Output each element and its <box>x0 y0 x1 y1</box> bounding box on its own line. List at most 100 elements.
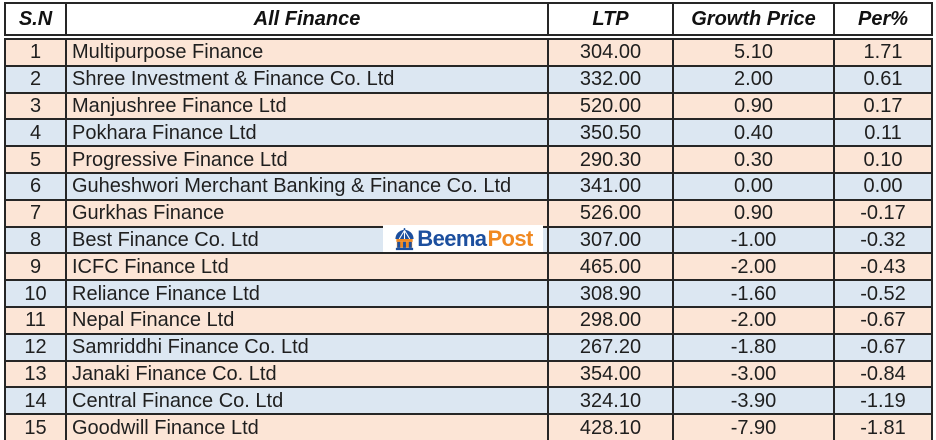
cell-serial-number: 12 <box>6 334 67 360</box>
cell-ltp: 307.00 <box>549 227 674 253</box>
cell-serial-number: 8 <box>6 227 67 253</box>
cell-percent: -0.67 <box>860 336 906 359</box>
cell-serial-number: 1 <box>6 40 67 65</box>
cell-serial-number: 11 <box>6 307 67 333</box>
table-row: 7 Gurkhas Finance 526.00 0.90 -0.17 <box>6 200 931 228</box>
table-row: 5 Progressive Finance Ltd 290.30 0.30 0.… <box>6 147 931 174</box>
cell-serial-number: 14 <box>6 388 67 414</box>
cell-ltp: 304.00 <box>549 40 674 65</box>
cell-growth-price: 0.30 <box>674 147 835 172</box>
cell-growth-price: 0.40 <box>674 120 835 146</box>
column-header-ltp: LTP <box>549 4 674 34</box>
table-row: 10 Reliance Finance Ltd 308.90 -1.60 -0.… <box>6 281 931 308</box>
table-row: 14 Central Finance Co. Ltd 324.10 -3.90 … <box>6 388 931 416</box>
cell-company-name: Best Finance Co. Ltd <box>67 227 549 253</box>
cell-percent: -0.32 <box>860 228 906 251</box>
cell-percent: -1.81 <box>860 417 906 440</box>
cell-company-name: Pokhara Finance Ltd <box>67 120 549 146</box>
cell-percent: 0.00 <box>863 175 903 198</box>
cell-percent: 0.17 <box>863 94 903 117</box>
cell-percent: -0.17 <box>860 202 906 225</box>
cell-company-name: Guheshwori Merchant Banking & Finance Co… <box>67 173 549 199</box>
cell-growth-price: -2.00 <box>674 307 835 333</box>
column-header-percent: Per% <box>857 8 909 30</box>
cell-serial-number: 5 <box>6 147 67 172</box>
cell-serial-number: 6 <box>6 173 67 199</box>
cell-company-name: Manjushree Finance Ltd <box>67 93 549 119</box>
cell-ltp: 290.30 <box>549 147 674 172</box>
table-row: 11 Nepal Finance Ltd 298.00 -2.00 -0.67 <box>6 307 931 335</box>
cell-growth-price: 0.90 <box>674 93 835 119</box>
column-header-sn: S.N <box>6 4 67 34</box>
cell-percent: 0.11 <box>864 121 902 144</box>
table-row: 3 Manjushree Finance Ltd 520.00 0.90 0.1… <box>6 93 931 121</box>
watermark-text-beema: Beema <box>417 225 487 251</box>
cell-growth-price: 0.90 <box>674 200 835 226</box>
cell-ltp: 465.00 <box>549 254 674 280</box>
cell-serial-number: 13 <box>6 361 67 387</box>
table-row: 1 Multipurpose Finance 304.00 5.10 1.71 <box>6 40 931 67</box>
cell-growth-price: -2.00 <box>674 254 835 280</box>
cell-growth-price: -7.90 <box>674 415 835 440</box>
cell-ltp: 520.00 <box>549 93 674 119</box>
table-row: 12 Samriddhi Finance Co. Ltd 267.20 -1.8… <box>6 334 931 362</box>
cell-growth-price: -1.00 <box>674 227 835 253</box>
table-row: 6 Guheshwori Merchant Banking & Finance … <box>6 173 931 201</box>
cell-company-name: Shree Investment & Finance Co. Ltd <box>67 66 549 92</box>
cell-growth-price: 2.00 <box>674 66 835 92</box>
cell-company-name: Central Finance Co. Ltd <box>67 388 549 414</box>
cell-serial-number: 4 <box>6 120 67 146</box>
cell-company-name: Nepal Finance Ltd <box>67 307 549 333</box>
beemapost-watermark: Beema Post <box>383 225 543 252</box>
cell-growth-price: 0.00 <box>674 173 835 199</box>
beemapost-umbrella-pavilion-icon <box>395 227 414 250</box>
table-row: 13 Janaki Finance Co. Ltd 354.00 -3.00 -… <box>6 361 931 389</box>
column-header-growth-price: Growth Price <box>674 4 835 34</box>
table-row: 9 ICFC Finance Ltd 465.00 -2.00 -0.43 <box>6 254 931 282</box>
cell-percent: 0.61 <box>863 68 903 91</box>
cell-company-name: Samriddhi Finance Co. Ltd <box>67 334 549 360</box>
cell-ltp: 324.10 <box>549 388 674 414</box>
cell-serial-number: 2 <box>6 66 67 92</box>
table-body: 1 Multipurpose Finance 304.00 5.10 1.71 … <box>4 38 933 440</box>
column-header-all-finance: All Finance <box>67 4 549 34</box>
cell-percent: -0.43 <box>860 255 906 278</box>
cell-serial-number: 3 <box>6 93 67 119</box>
cell-serial-number: 15 <box>6 415 67 440</box>
table-row: 15 Goodwill Finance Ltd 428.10 -7.90 -1.… <box>6 415 931 440</box>
watermark-text-post: Post <box>487 225 533 251</box>
cell-percent: -1.19 <box>860 389 906 412</box>
cell-percent: -0.84 <box>860 362 906 385</box>
cell-growth-price: 5.10 <box>674 40 835 65</box>
cell-percent: -0.52 <box>860 282 906 305</box>
cell-growth-price: -1.60 <box>674 281 835 306</box>
cell-percent: 0.10 <box>863 148 903 171</box>
cell-company-name: Multipurpose Finance <box>67 40 549 65</box>
cell-growth-price: -3.90 <box>674 388 835 414</box>
cell-ltp: 526.00 <box>549 200 674 226</box>
cell-company-name: Progressive Finance Ltd <box>67 147 549 172</box>
cell-serial-number: 9 <box>6 254 67 280</box>
cell-ltp: 428.10 <box>549 415 674 440</box>
table-row: 2 Shree Investment & Finance Co. Ltd 332… <box>6 66 931 94</box>
cell-ltp: 354.00 <box>549 361 674 387</box>
cell-serial-number: 10 <box>6 281 67 306</box>
cell-growth-price: -1.80 <box>674 334 835 360</box>
cell-company-name: ICFC Finance Ltd <box>67 254 549 280</box>
cell-ltp: 341.00 <box>549 173 674 199</box>
table-header-row: S.N All Finance LTP Growth Price Per% <box>4 2 933 36</box>
table-row: 4 Pokhara Finance Ltd 350.50 0.40 0.11 <box>6 120 931 148</box>
cell-company-name: Janaki Finance Co. Ltd <box>67 361 549 387</box>
cell-percent: 1.71 <box>863 41 903 64</box>
cell-company-name: Goodwill Finance Ltd <box>67 415 549 440</box>
cell-company-name: Gurkhas Finance <box>67 200 549 226</box>
cell-ltp: 308.90 <box>549 281 674 306</box>
cell-ltp: 350.50 <box>549 120 674 146</box>
cell-ltp: 332.00 <box>549 66 674 92</box>
cell-growth-price: -3.00 <box>674 361 835 387</box>
cell-ltp: 267.20 <box>549 334 674 360</box>
cell-company-name: Reliance Finance Ltd <box>67 281 549 306</box>
cell-percent: -0.67 <box>860 309 906 332</box>
cell-serial-number: 7 <box>6 200 67 226</box>
